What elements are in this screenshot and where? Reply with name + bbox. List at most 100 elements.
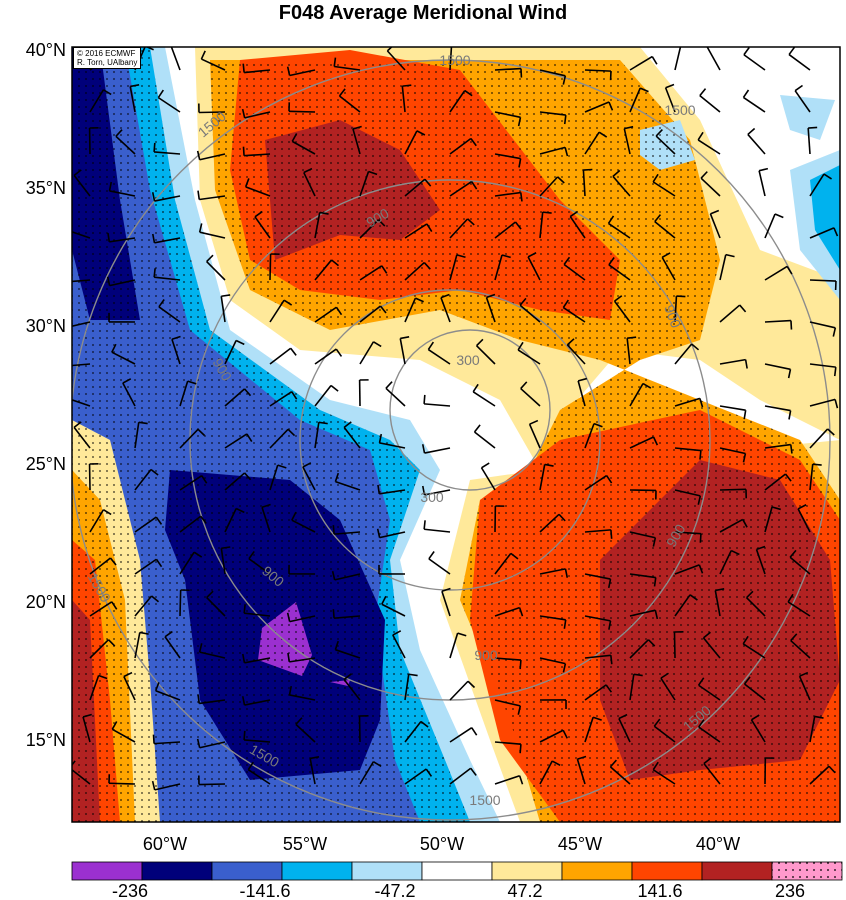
wind-barb [584, 654, 613, 665]
latitude-label: 20°N [26, 592, 66, 612]
wind-barb [224, 388, 252, 407]
wind-barb [674, 343, 700, 365]
wind-barb [314, 306, 343, 323]
colorbar-swatch [631, 861, 703, 881]
longitude-label: 45°W [558, 834, 602, 854]
wind-barb [494, 741, 522, 754]
wind-barb [134, 558, 163, 575]
wind-barb [629, 489, 657, 500]
wind-barb [243, 730, 271, 743]
latitude-label: 30°N [26, 316, 66, 336]
wind-barb [89, 509, 112, 533]
wind-barb [629, 87, 649, 113]
wind-barb [809, 173, 832, 197]
wind-barb [539, 729, 568, 743]
wind-barb [623, 125, 634, 155]
wind-barb [377, 484, 406, 495]
wind-barb [807, 126, 818, 155]
wind-barb [151, 233, 181, 244]
contour-label: 900 [474, 647, 498, 663]
wind-barb [224, 339, 245, 365]
wind-barb [206, 254, 226, 281]
credit-line-2: R. Torn, UAlbany [77, 58, 138, 67]
wind-barb [569, 210, 586, 239]
wind-barb [674, 594, 698, 617]
wind-barb [764, 443, 793, 454]
colorbar-tick-label: -47.2 [374, 881, 415, 900]
wind-barb [151, 780, 181, 791]
wind-barb [584, 684, 613, 701]
wind-barb [224, 472, 252, 491]
contour-label: 900 [661, 303, 684, 331]
wind-barb [584, 101, 614, 113]
wind-barb [700, 171, 721, 197]
wind-barb [288, 102, 316, 113]
latitude-label: 40°N [26, 40, 66, 60]
wind-barb [519, 297, 541, 323]
wind-barb [719, 549, 740, 575]
wind-barb [338, 88, 361, 113]
wind-barb [577, 377, 588, 407]
wind-barb [129, 84, 140, 113]
longitude-label: 40°W [696, 834, 740, 854]
wind-barb [794, 84, 811, 113]
longitude-label: 55°W [283, 834, 327, 854]
wind-barb [269, 299, 293, 323]
wind-barb [179, 475, 208, 491]
wind-barb [494, 191, 523, 202]
wind-barb [473, 424, 496, 449]
contour-label: 300 [420, 489, 444, 505]
wind-barb [303, 167, 316, 197]
wind-barb [359, 219, 386, 239]
wind-barb [404, 130, 426, 155]
wind-barb [386, 47, 406, 71]
longitude-label: 60°W [143, 834, 187, 854]
wind-barb [401, 84, 412, 113]
wind-barb [197, 694, 226, 705]
colorbar: -236 -141.6 -47.2 47.2 141.6 236 [71, 861, 843, 900]
wind-barb [334, 472, 361, 491]
wind-barb [343, 673, 361, 701]
wind-barb [764, 363, 792, 379]
wind-barb [164, 630, 181, 659]
map-title: F048 Average Meridional Wind [278, 2, 568, 24]
wind-barb [72, 399, 91, 407]
wind-barb [742, 89, 766, 113]
wind-barb [404, 297, 424, 323]
wind-barb [743, 47, 766, 71]
wind-barb [287, 652, 316, 663]
wind-barb [742, 635, 766, 659]
wind-barb [539, 657, 567, 673]
wind-barb [584, 573, 612, 589]
wind-barb [449, 180, 478, 197]
wind-barb [73, 169, 91, 197]
wind-barb [528, 419, 541, 449]
wind-barb [441, 587, 451, 617]
contour-label: 300 [456, 352, 480, 368]
wind-barb [122, 378, 136, 407]
colorbar-swatch [281, 861, 353, 881]
wind-barb [449, 632, 467, 659]
wind-barb [719, 447, 747, 463]
wind-barb [494, 657, 522, 670]
wind-barb [179, 589, 190, 617]
wind-barb [358, 379, 369, 407]
wind-barb [286, 612, 316, 623]
wind-barb [331, 570, 361, 581]
wind-barb [607, 215, 631, 239]
wind-barb [378, 564, 406, 575]
colorbar-swatch [701, 861, 773, 881]
wind-barb [789, 549, 811, 575]
wind-barb [314, 259, 339, 281]
wind-barb [314, 211, 329, 239]
wind-barb [269, 253, 280, 281]
colorbar-tick-label: 47.2 [507, 881, 542, 900]
wind-barb [697, 131, 721, 155]
wind-barb [151, 192, 181, 202]
wind-barb [494, 699, 522, 715]
wind-barb [82, 713, 92, 743]
wind-barb [674, 564, 704, 575]
wind-barb [629, 639, 656, 659]
wind-barb [153, 142, 181, 155]
